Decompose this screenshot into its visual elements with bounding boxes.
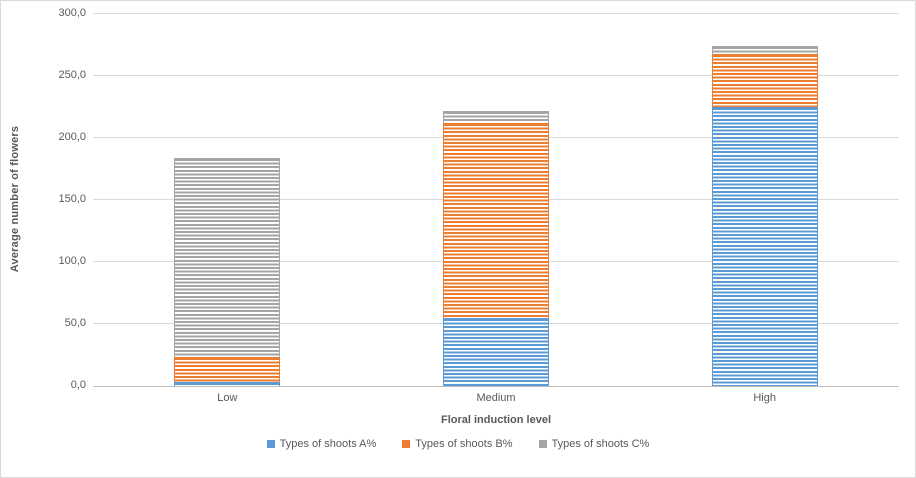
y-tick-label: 250,0 [58,69,86,81]
x-tick-label-high: High [753,392,776,404]
bar-segment-series-3-high [711,46,818,54]
legend-item-series-1: Types of shoots A% [266,438,377,450]
legend-label: Types of shoots B% [415,438,513,450]
y-tick-label: 0,0 [70,379,86,391]
y-tick-label: 50,0 [64,317,86,329]
legend-swatch-icon [266,440,275,448]
legend-swatch-icon [402,440,411,448]
bar-segment-series-2-low [174,357,281,383]
gridline [93,75,899,76]
plot-area: 0,0 50,0 100,0 150,0 200,0 250,0 300,0 [58,7,899,391]
x-axis-title: Floral induction level [440,414,552,426]
bar-segment-series-2-medium [443,123,549,318]
bar-segment-series-1-medium [443,317,549,386]
y-tick-label: 100,0 [58,255,86,267]
bar-slot-medium [362,14,631,386]
gridline [93,13,899,14]
bar-slot-high [630,14,899,386]
stacked-bar-high [711,14,818,386]
legend-item-series-3: Types of shoots C% [538,438,650,450]
stacked-bar-low [174,14,281,386]
stacked-bar-medium [443,14,549,386]
bar-segment-series-3-low [174,157,281,358]
bar-segment-series-3-medium [443,110,549,124]
legend-swatch-icon [538,440,547,448]
y-tick-label: 200,0 [58,131,86,143]
legend-label: Types of shoots A% [279,438,377,450]
x-tick-label-low: Low [217,392,238,404]
bar-slot-low [93,14,362,386]
x-axis-tick-labels: Low Medium High [93,392,899,404]
legend: Types of shoots A% Types of shoots B% Type… [1,438,915,450]
bars-layer [93,14,899,386]
legend-item-series-2: Types of shoots B% [402,438,513,450]
x-axis-line [93,386,899,387]
y-axis-title: Average number of flowers [9,125,21,273]
y-tick-label: 150,0 [58,193,86,205]
bar-segment-series-2-high [711,53,818,107]
bar-segment-series-1-low [174,382,281,386]
y-tick-label: 300,0 [58,7,86,19]
legend-label: Types of shoots C% [551,438,650,450]
bar-segment-series-1-high [711,107,818,386]
x-tick-label-medium: Medium [476,392,516,404]
